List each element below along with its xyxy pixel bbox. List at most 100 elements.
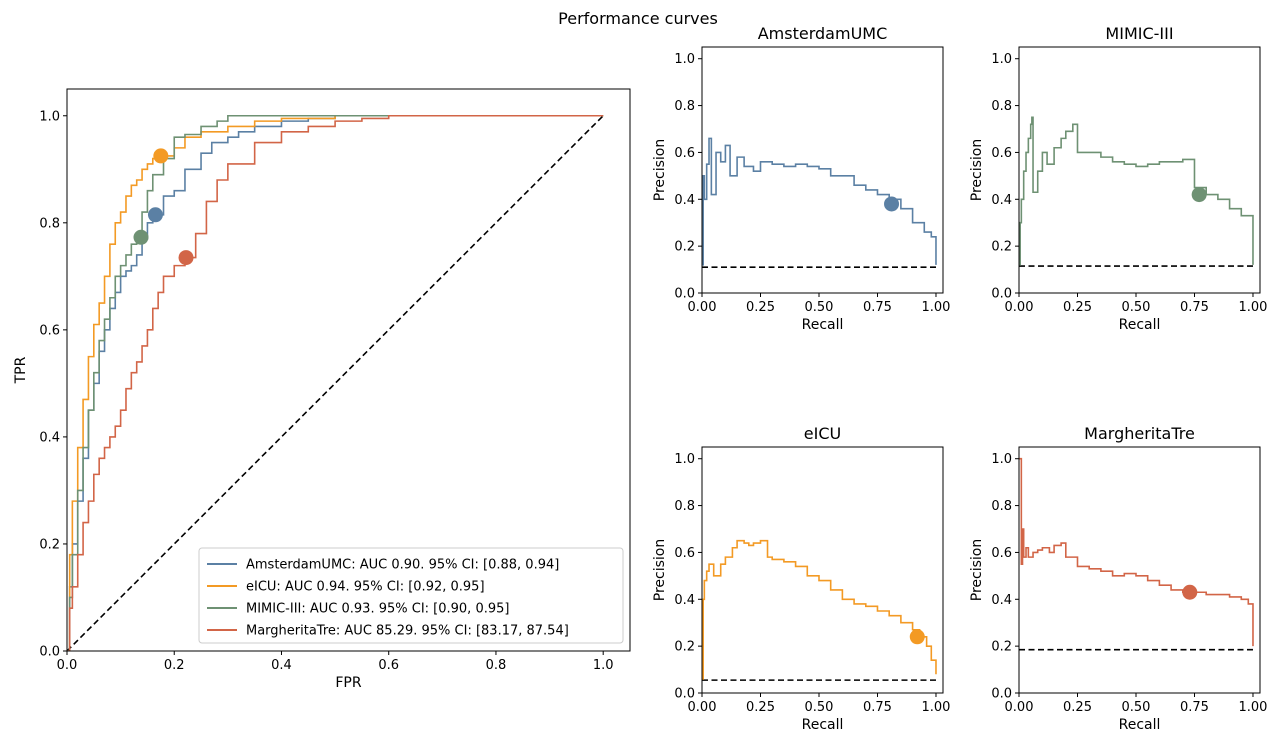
x-tick-label: 0.25: [1063, 300, 1092, 315]
x-tick-label: 0.6: [378, 658, 399, 673]
axes-frame: [1018, 446, 1261, 694]
y-tick-label: 0.0: [674, 687, 695, 702]
x-tick-label: 1.00: [1239, 300, 1268, 315]
y-tick-label: 0.4: [674, 193, 695, 208]
legend-entry: MargheritaTre: AUC 85.29. 95% CI: [83.17…: [246, 624, 569, 639]
y-tick-label: 0.6: [991, 146, 1012, 161]
x-tick-label: 0.25: [746, 300, 775, 315]
axes-1: AmsterdamUMC 0.00 0.25 0.50 0.75 1.00 0.0 0.2 0.…: [652, 24, 950, 333]
operating-point-margheritatre: [178, 250, 194, 266]
plot-area: [1019, 457, 1254, 651]
y-tick-label: 0.8: [674, 99, 695, 114]
y-tick-label: 1.0: [39, 109, 60, 124]
axes-frame: [701, 46, 944, 294]
axes-frame: [66, 88, 631, 652]
legend-box: [198, 547, 624, 644]
series-line-mimic-iii: [67, 114, 604, 651]
x-axis-label: Recall: [802, 717, 844, 733]
y-tick-label: 0.8: [39, 216, 60, 231]
axes-0: 0.0 0.2 0.4 0.6 0.8 1.0 0.0 0.2 0.4 0.6 0.8 1.0 FPR T…: [13, 88, 631, 691]
x-tick-label: 0.50: [1122, 300, 1151, 315]
legend-entry: eICU: AUC 0.94. 95% CI: [0.92, 0.95]: [246, 580, 485, 595]
operating-point-margheritatre: [1182, 584, 1198, 600]
axes-title: MIMIC-III: [1105, 24, 1173, 43]
y-tick-label: 0.8: [991, 499, 1012, 514]
axes-frame: [1018, 46, 1261, 294]
x-tick-label: 0.4: [271, 658, 292, 673]
y-tick-label: 0.8: [991, 99, 1012, 114]
y-axis-label: Precision: [969, 139, 985, 201]
series-line-eicu: [702, 539, 937, 680]
x-tick-label: 0.8: [486, 658, 507, 673]
x-tick-label: 0.75: [1180, 300, 1209, 315]
plot-area: [702, 539, 937, 681]
y-tick-label: 0.6: [39, 323, 60, 338]
x-tick-label: 1.00: [922, 700, 951, 715]
axes-title: eICU: [804, 424, 841, 443]
x-tick-label: 0.00: [688, 700, 717, 715]
y-tick-label: 0.2: [991, 640, 1012, 655]
operating-point-eicu: [153, 148, 169, 164]
y-tick-label: 1.0: [991, 452, 1012, 467]
operating-point-eicu: [909, 629, 925, 645]
x-tick-label: 0.50: [805, 300, 834, 315]
x-tick-label: 0.0: [57, 658, 78, 673]
series-line-margheritatre: [67, 114, 604, 651]
y-tick-label: 0.4: [39, 430, 60, 445]
plots-container: 0.0 0.2 0.4 0.6 0.8 1.0 0.0 0.2 0.4 0.6 0.8 1.0 FPR T…: [13, 24, 1267, 733]
y-tick-label: 0.6: [674, 546, 695, 561]
y-tick-label: 0.2: [991, 240, 1012, 255]
x-tick-label: 0.00: [1005, 300, 1034, 315]
plot-area: [702, 137, 937, 269]
y-tick-label: 0.0: [991, 287, 1012, 302]
operating-point-amsterdamumc: [884, 196, 900, 212]
x-tick-label: 0.00: [1005, 700, 1034, 715]
series-line-amsterdamumc: [702, 137, 937, 266]
x-axis-label: Recall: [1119, 317, 1161, 333]
y-tick-label: 0.6: [991, 546, 1012, 561]
y-tick-label: 0.2: [674, 640, 695, 655]
axes-2: MIMIC-III 0.00 0.25 0.50 0.75 1.00 0.0 0.2 0.4 0.…: [969, 24, 1267, 333]
y-axis-label: TPR: [13, 356, 29, 384]
series-line-margheritatre: [1019, 457, 1254, 647]
series-line-eicu: [67, 114, 604, 651]
operating-point-amsterdamumc: [147, 207, 163, 223]
y-tick-label: 1.0: [991, 52, 1012, 67]
operating-point-mimic-iii: [1191, 187, 1207, 203]
x-tick-label: 0.75: [863, 700, 892, 715]
figure-suptitle: Performance curves: [558, 9, 718, 28]
series-line-mimic-iii: [1019, 116, 1254, 266]
plot-area: [1019, 116, 1254, 267]
y-tick-label: 1.0: [674, 52, 695, 67]
x-tick-label: 1.00: [922, 300, 951, 315]
y-axis-label: Precision: [652, 539, 668, 601]
x-tick-label: 0.50: [805, 700, 834, 715]
legend-entry: MIMIC-III: AUC 0.93. 95% CI: [0.90, 0.95…: [246, 602, 509, 617]
x-tick-label: 1.0: [593, 658, 614, 673]
axes-title: AmsterdamUMC: [758, 24, 888, 43]
x-tick-label: 0.75: [863, 300, 892, 315]
axes-3: eICU 0.00 0.25 0.50 0.75 1.00 0.0 0.2 0.4 0.6 0.8 1…: [652, 424, 950, 733]
y-tick-label: 0.0: [991, 687, 1012, 702]
y-tick-label: 1.0: [674, 452, 695, 467]
axes-frame: [701, 446, 944, 694]
y-axis-label: Precision: [969, 539, 985, 601]
y-tick-label: 0.6: [674, 146, 695, 161]
axes-title: MargheritaTre: [1084, 424, 1195, 443]
y-axis-label: Precision: [652, 139, 668, 201]
y-tick-label: 0.2: [674, 240, 695, 255]
x-tick-label: 1.00: [1239, 700, 1268, 715]
x-axis-label: FPR: [335, 675, 361, 691]
x-tick-label: 0.25: [746, 700, 775, 715]
x-tick-label: 0.75: [1180, 700, 1209, 715]
y-tick-label: 0.4: [991, 593, 1012, 608]
y-tick-label: 0.0: [39, 645, 60, 660]
legend-entry: AmsterdamUMC: AUC 0.90. 95% CI: [0.88, 0…: [246, 558, 559, 573]
x-axis-label: Recall: [1119, 717, 1161, 733]
y-tick-label: 0.4: [991, 193, 1012, 208]
y-tick-label: 0.8: [674, 499, 695, 514]
y-tick-label: 0.4: [674, 593, 695, 608]
axes-4: MargheritaTre 0.00 0.25 0.50 0.75 1.00 0.0 0.2 0…: [969, 424, 1267, 733]
y-tick-label: 0.0: [674, 287, 695, 302]
